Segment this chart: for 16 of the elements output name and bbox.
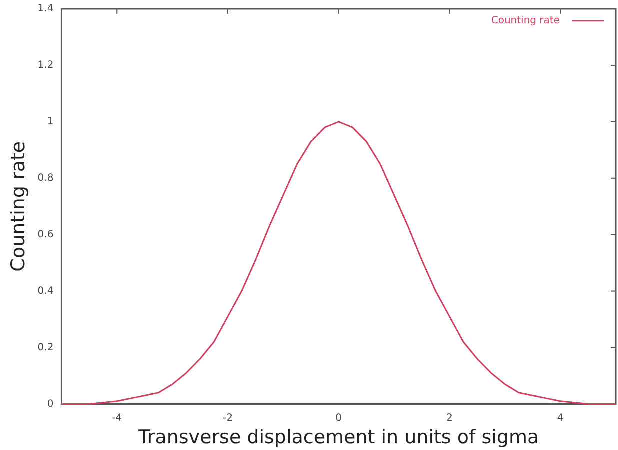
y-tick-label: 0.8	[38, 172, 54, 184]
y-tick-label: 0.2	[38, 342, 54, 354]
y-tick-label: 0.6	[38, 229, 54, 240]
x-tick-label: -2	[223, 412, 233, 424]
y-tick-label: 0.4	[38, 286, 54, 297]
x-axis-title: Transverse displacement in units of sigma	[138, 426, 540, 449]
y-tick-label: 1	[47, 116, 54, 128]
x-tick-label: 2	[446, 412, 453, 424]
x-tick-label: -4	[112, 412, 122, 424]
y-tick-label: 1.2	[38, 60, 54, 72]
legend-label: Counting rate	[491, 16, 560, 27]
y-axis-title: Counting rate	[7, 141, 30, 272]
x-tick-label: 4	[557, 412, 564, 424]
x-tick-label: 0	[336, 412, 342, 424]
y-tick-label: 1.4	[38, 4, 54, 15]
y-tick-label: 0	[47, 398, 54, 410]
